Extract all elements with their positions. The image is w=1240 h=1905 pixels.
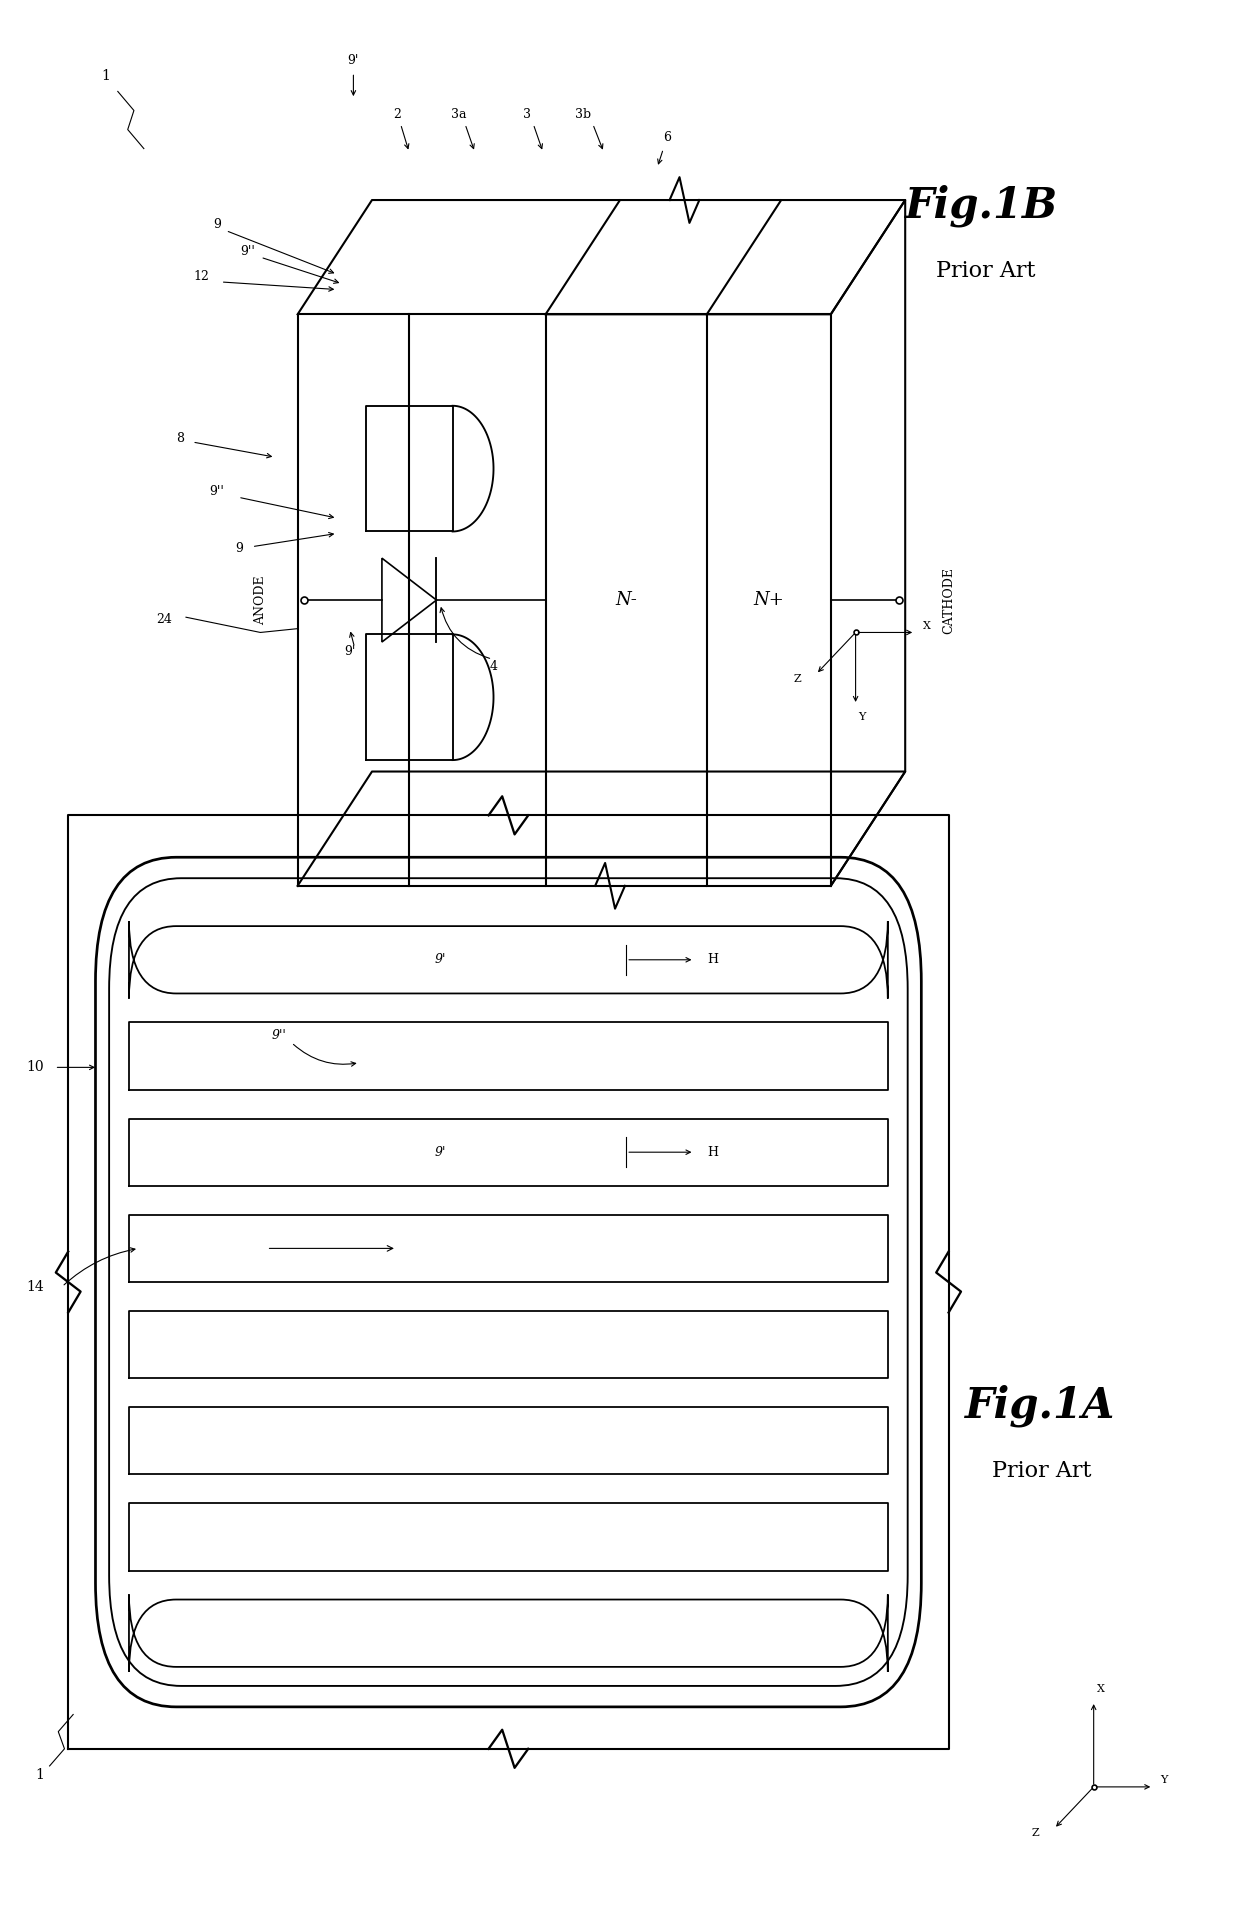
Text: Y: Y	[1161, 1775, 1168, 1785]
Text: ANODE: ANODE	[254, 575, 267, 625]
Text: Prior Art: Prior Art	[936, 259, 1035, 282]
Text: 4: 4	[490, 661, 497, 672]
Text: 3a: 3a	[451, 109, 466, 120]
Text: Fig.1B: Fig.1B	[905, 185, 1058, 227]
Text: 9'': 9''	[272, 1029, 286, 1042]
Text: 9': 9'	[347, 55, 360, 67]
Text: 24: 24	[156, 613, 171, 625]
Text: 3b: 3b	[574, 109, 591, 120]
Text: N+: N+	[754, 591, 784, 610]
Text: 3: 3	[523, 109, 531, 120]
Text: Z: Z	[1032, 1829, 1039, 1838]
Text: CATHODE: CATHODE	[942, 566, 955, 634]
Text: 1: 1	[35, 1768, 45, 1783]
Text: X: X	[1097, 1684, 1105, 1694]
Text: 9'': 9''	[210, 486, 224, 497]
Text: 8: 8	[176, 432, 184, 444]
Text: 14: 14	[26, 1280, 43, 1293]
Text: 1: 1	[100, 69, 110, 84]
Text: Z: Z	[794, 674, 801, 684]
Text: Fig.1A: Fig.1A	[965, 1385, 1115, 1427]
Text: 10: 10	[26, 1061, 43, 1074]
Text: H: H	[707, 1145, 718, 1158]
Text: 9': 9'	[343, 646, 356, 657]
Text: N-: N-	[615, 591, 637, 610]
Text: Prior Art: Prior Art	[992, 1459, 1091, 1482]
Text: 2: 2	[393, 109, 401, 120]
Text: 9': 9'	[434, 1145, 446, 1158]
Text: X: X	[923, 621, 930, 631]
Text: Y: Y	[858, 712, 866, 722]
Text: 9: 9	[213, 219, 221, 231]
Text: 9'': 9''	[241, 246, 255, 257]
Text: 9': 9'	[434, 952, 446, 966]
Text: 9: 9	[236, 543, 243, 554]
Text: 6: 6	[663, 131, 671, 143]
Text: 12: 12	[193, 271, 208, 282]
Text: H: H	[707, 952, 718, 966]
